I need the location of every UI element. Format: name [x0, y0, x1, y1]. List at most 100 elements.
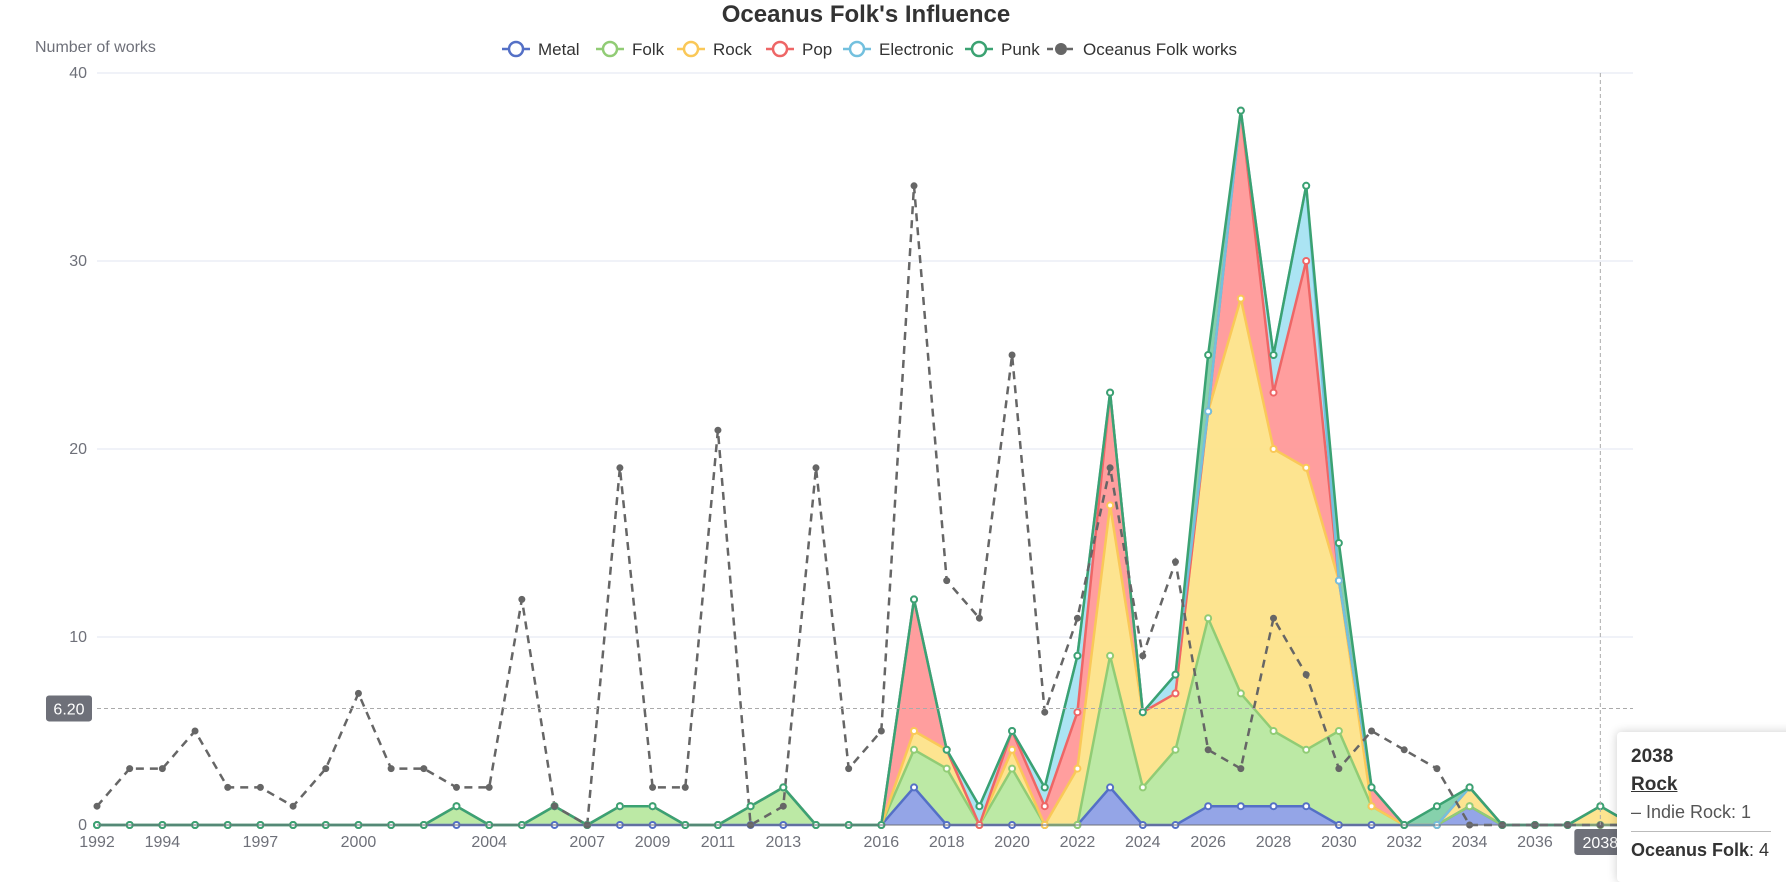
point-oceanus-folk-works[interactable]	[420, 765, 428, 773]
point-oceanus-folk-works[interactable]	[812, 464, 820, 472]
point-punk[interactable]	[1073, 651, 1082, 660]
point-folk[interactable]	[1269, 727, 1278, 735]
point-rock[interactable]	[1269, 445, 1278, 453]
point-rock[interactable]	[1236, 294, 1245, 303]
tooltip-genre[interactable]: Rock	[1631, 774, 1678, 795]
point-oceanus-folk-works[interactable]	[975, 614, 983, 622]
point-pop[interactable]	[1171, 689, 1180, 698]
legend-item-pop[interactable]: Pop	[766, 40, 832, 59]
point-oceanus-folk-works[interactable]	[1073, 614, 1081, 622]
point-rock[interactable]	[1302, 463, 1311, 472]
point-oceanus-folk-works[interactable]	[1270, 614, 1278, 622]
point-folk[interactable]	[1008, 764, 1017, 773]
point-punk[interactable]	[779, 783, 788, 792]
point-folk[interactable]	[1302, 745, 1311, 754]
point-oceanus-folk-works[interactable]	[256, 783, 264, 791]
point-oceanus-folk-works[interactable]	[322, 765, 330, 773]
point-rock[interactable]	[1367, 802, 1376, 811]
point-punk[interactable]	[1269, 351, 1278, 359]
point-oceanus-folk-works[interactable]	[910, 182, 918, 190]
point-oceanus-folk-works[interactable]	[845, 765, 853, 773]
point-oceanus-folk-works[interactable]	[551, 802, 559, 810]
point-oceanus-folk-works[interactable]	[1433, 765, 1441, 773]
point-oceanus-folk-works[interactable]	[877, 727, 885, 735]
point-oceanus-folk-works[interactable]	[1237, 765, 1245, 773]
point-oceanus-folk-works[interactable]	[1335, 765, 1343, 773]
legend-item-punk[interactable]: Punk	[965, 40, 1040, 59]
point-oceanus-folk-works[interactable]	[387, 765, 395, 773]
point-oceanus-folk-works[interactable]	[191, 727, 199, 735]
point-folk[interactable]	[910, 745, 919, 754]
point-oceanus-folk-works[interactable]	[126, 765, 134, 773]
point-punk[interactable]	[746, 802, 755, 811]
legend-item-oceanus-folk-works[interactable]: Oceanus Folk works	[1047, 40, 1237, 59]
point-oceanus-folk-works[interactable]	[616, 464, 624, 472]
point-electronic[interactable]	[1334, 576, 1343, 585]
point-folk[interactable]	[1236, 689, 1245, 698]
point-oceanus-folk-works[interactable]	[1041, 708, 1049, 716]
point-rock[interactable]	[1008, 745, 1017, 754]
point-punk[interactable]	[1334, 539, 1343, 547]
point-oceanus-folk-works[interactable]	[1368, 727, 1376, 735]
point-oceanus-folk-works[interactable]	[93, 802, 101, 810]
point-punk[interactable]	[1367, 783, 1376, 792]
point-rock[interactable]	[1106, 501, 1115, 510]
point-oceanus-folk-works[interactable]	[1302, 671, 1310, 679]
legend-item-metal[interactable]: Metal	[502, 40, 580, 59]
point-oceanus-folk-works[interactable]	[779, 802, 787, 810]
point-rock[interactable]	[1073, 764, 1082, 773]
point-electronic[interactable]	[1204, 407, 1213, 416]
point-punk[interactable]	[1040, 783, 1049, 792]
point-punk[interactable]	[1138, 708, 1147, 717]
point-oceanus-folk-works[interactable]	[1106, 464, 1114, 472]
point-rock[interactable]	[910, 727, 919, 735]
point-punk[interactable]	[942, 745, 951, 754]
point-metal[interactable]	[1302, 802, 1311, 811]
point-oceanus-folk-works[interactable]	[224, 783, 232, 791]
point-punk[interactable]	[975, 802, 984, 811]
point-oceanus-folk-works[interactable]	[158, 765, 166, 773]
point-oceanus-folk-works[interactable]	[1400, 746, 1408, 754]
point-punk[interactable]	[1204, 351, 1213, 359]
point-oceanus-folk-works[interactable]	[452, 783, 460, 791]
point-oceanus-folk-works[interactable]	[485, 783, 493, 791]
point-punk[interactable]	[648, 802, 657, 811]
point-pop[interactable]	[1269, 388, 1278, 397]
point-oceanus-folk-works[interactable]	[943, 577, 951, 585]
point-oceanus-folk-works[interactable]	[649, 783, 657, 791]
legend[interactable]: Metal Folk Rock Pop Electronic Punk Oceanus Fo…	[502, 40, 1237, 59]
point-oceanus-folk-works[interactable]	[1204, 746, 1212, 754]
point-punk[interactable]	[1106, 388, 1115, 397]
point-oceanus-folk-works[interactable]	[1008, 351, 1016, 359]
point-punk[interactable]	[452, 802, 461, 811]
point-metal[interactable]	[1269, 802, 1278, 811]
point-oceanus-folk-works[interactable]	[289, 802, 297, 810]
point-pop[interactable]	[1302, 257, 1311, 265]
point-punk[interactable]	[615, 802, 624, 811]
point-folk[interactable]	[1334, 727, 1343, 735]
point-punk[interactable]	[1465, 783, 1474, 792]
point-punk[interactable]	[1171, 670, 1180, 679]
point-metal[interactable]	[1106, 783, 1115, 792]
legend-item-electronic[interactable]: Electronic	[843, 40, 954, 59]
point-punk[interactable]	[1302, 181, 1311, 190]
point-pop[interactable]	[1040, 802, 1049, 811]
point-folk[interactable]	[1171, 745, 1180, 754]
point-metal[interactable]	[1236, 802, 1245, 811]
point-metal[interactable]	[910, 783, 919, 792]
point-folk[interactable]	[1106, 651, 1115, 660]
point-metal[interactable]	[1204, 802, 1213, 811]
point-oceanus-folk-works[interactable]	[714, 426, 722, 434]
point-oceanus-folk-works[interactable]	[1139, 652, 1147, 660]
point-folk[interactable]	[1465, 802, 1474, 811]
point-oceanus-folk-works[interactable]	[518, 595, 526, 603]
point-pop[interactable]	[1073, 708, 1082, 717]
point-punk[interactable]	[1432, 802, 1441, 811]
legend-item-folk[interactable]: Folk	[596, 40, 665, 59]
point-folk[interactable]	[1138, 783, 1147, 792]
point-oceanus-folk-works[interactable]	[1171, 558, 1179, 566]
legend-item-rock[interactable]: Rock	[677, 40, 752, 59]
point-folk[interactable]	[942, 764, 951, 773]
point-punk[interactable]	[1236, 106, 1245, 115]
point-folk[interactable]	[1204, 614, 1213, 623]
